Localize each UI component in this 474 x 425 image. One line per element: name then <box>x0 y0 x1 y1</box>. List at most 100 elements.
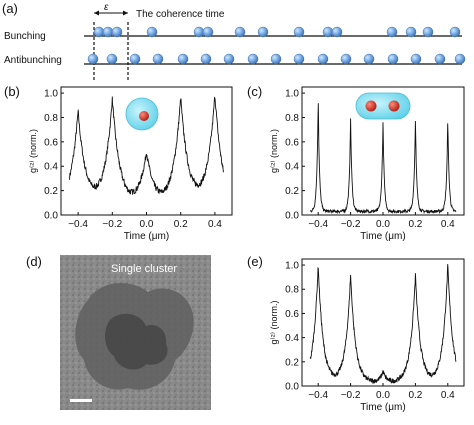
x-tick-label: 0.4 <box>441 219 455 230</box>
photon-sphere <box>340 53 352 65</box>
x-tick-label: −0.4 <box>308 390 328 401</box>
chart-b: 0.0 0.2 0.4 0.6 0.8 1.0 −0.4 −0.2 0.0 0.2 0.4 Time … <box>28 86 233 242</box>
photon-sphere <box>87 53 99 65</box>
panel-d-label: (d) <box>26 254 42 269</box>
photon-sphere <box>223 53 235 65</box>
y-axis-label: g⁽²⁾ (norm.) <box>28 129 38 173</box>
x-tick-label: 0.0 <box>140 219 154 230</box>
y-axis-label: g⁽²⁾ (norm.) <box>269 301 279 345</box>
photon-sphere <box>387 53 399 65</box>
y-tick-label: 0.0 <box>285 382 299 393</box>
photon-sphere <box>177 53 189 65</box>
x-axis-label: Time (μm) <box>360 231 405 242</box>
x-tick-label: 0.4 <box>208 219 222 230</box>
y-tick-label: 0.4 <box>44 162 58 173</box>
photon-sphere <box>363 53 375 65</box>
photon-sphere <box>449 26 461 38</box>
coherence-arrow-left-head <box>94 10 99 16</box>
dimer-shell-icon <box>355 92 411 120</box>
photon-sphere <box>410 53 422 65</box>
molecule-icon-dimer <box>355 92 411 120</box>
photon-sphere <box>129 53 141 65</box>
photon-sphere <box>247 53 259 65</box>
panel-a: (a) ε The coherence time Bunching Antibu… <box>2 1 466 82</box>
x-tick-label: 0.0 <box>376 219 390 230</box>
photon-sphere <box>317 53 329 65</box>
cluster-core <box>105 313 168 370</box>
bunching-photons <box>93 26 461 38</box>
x-tick-label: −0.2 <box>102 219 122 230</box>
x-tick-label: 0.2 <box>408 390 422 401</box>
y-tick-label: 0.8 <box>285 285 299 296</box>
y-tick-label: 0.6 <box>285 137 299 148</box>
photon-sphere <box>270 53 282 65</box>
core-icon <box>139 111 149 121</box>
x-tick-label: 0.2 <box>174 219 188 230</box>
single-cluster-caption: Single cluster <box>111 263 177 275</box>
y-tick-label: 0.6 <box>44 137 58 148</box>
chart-c: 0.0 0.2 0.4 0.6 0.8 1.0 −0.4 −0.2 0.0 0.2 0.4 Time … <box>269 86 465 242</box>
g2-trace <box>309 103 457 215</box>
y-tick-label: 0.8 <box>44 113 58 124</box>
x-tick-label: 0.2 <box>408 219 422 230</box>
photon-sphere <box>152 53 164 65</box>
y-tick-label: 1.0 <box>44 89 58 100</box>
y-tick-label: 1.0 <box>285 89 299 100</box>
x-tick-label: −0.4 <box>308 219 328 230</box>
plot-frame <box>301 258 465 387</box>
y-tick-label: 0.2 <box>285 186 299 197</box>
core-left-icon <box>365 100 377 112</box>
x-tick-label: −0.2 <box>341 219 361 230</box>
y-tick-label: 0.0 <box>44 211 58 222</box>
x-tick-label: −0.4 <box>68 219 88 230</box>
g2-trace <box>309 264 457 385</box>
photon-sphere <box>386 26 398 38</box>
photon-sphere <box>193 26 205 38</box>
y-tick-label: 0.2 <box>285 357 299 368</box>
tem-image: Single cluster <box>60 255 211 410</box>
chart-e: 0.0 0.2 0.4 0.6 0.8 1.0 −0.4 −0.2 0.0 0.2 0.4 Time … <box>269 258 465 413</box>
g2-trace <box>69 96 224 195</box>
photon-sphere <box>106 53 118 65</box>
photon-sphere <box>293 53 305 65</box>
y-axis-label: g⁽²⁾ (norm.) <box>269 129 279 173</box>
panel-c-label: (c) <box>247 84 262 99</box>
photon-sphere <box>434 53 446 65</box>
photon-sphere <box>93 26 105 38</box>
panel-e-label: (e) <box>247 254 263 269</box>
tau-symbol: ε <box>104 2 109 13</box>
photon-sphere <box>322 26 334 38</box>
y-tick-label: 0.4 <box>285 162 299 173</box>
x-tick-label: 0.0 <box>376 390 390 401</box>
y-tick-label: 0.4 <box>285 333 299 344</box>
core-right-icon <box>388 100 400 112</box>
y-tick-label: 0.8 <box>285 113 299 124</box>
coherence-time-text: The coherence time <box>136 9 225 20</box>
photon-sphere <box>200 53 212 65</box>
photon-sphere <box>331 26 343 38</box>
photon-sphere <box>111 26 123 38</box>
x-axis-label: Time (μm) <box>360 402 405 413</box>
photon-sphere <box>234 26 246 38</box>
photon-sphere <box>146 26 158 38</box>
y-tick-label: 0.2 <box>44 186 58 197</box>
panel-b-label: (b) <box>4 84 20 99</box>
x-tick-label: −0.2 <box>341 390 361 401</box>
photon-sphere <box>405 26 417 38</box>
bunching-label: Bunching <box>4 31 46 42</box>
molecule-icon-single <box>125 97 159 131</box>
y-tick-label: 0.6 <box>285 309 299 320</box>
y-tick-label: 0.0 <box>285 211 299 222</box>
photon-sphere <box>102 26 114 38</box>
x-tick-label: 0.4 <box>441 390 455 401</box>
coherence-arrow-right-head <box>123 10 128 16</box>
photon-sphere <box>454 53 466 65</box>
photon-sphere <box>202 26 214 38</box>
panel-a-label: (a) <box>2 1 18 16</box>
antibunching-photons <box>87 53 466 65</box>
photon-sphere <box>257 26 269 38</box>
photon-sphere <box>422 26 434 38</box>
scale-bar <box>70 399 92 402</box>
photon-sphere <box>293 26 305 38</box>
